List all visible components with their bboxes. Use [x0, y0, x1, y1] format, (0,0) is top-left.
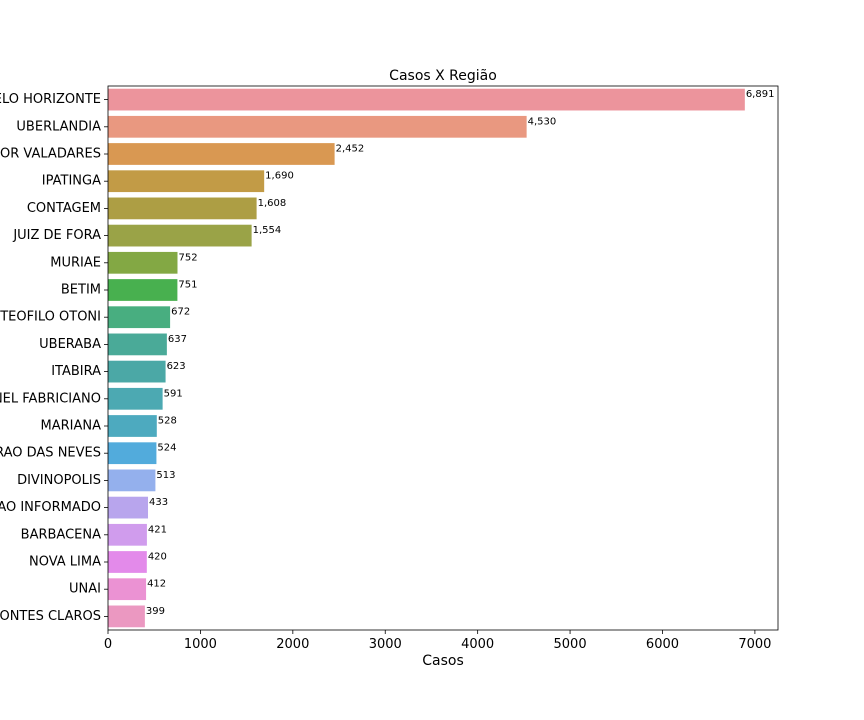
category-label: IPATINGA — [42, 174, 101, 189]
category-label: UBERABA — [39, 337, 101, 352]
x-axis-label: Casos — [422, 653, 464, 669]
data-label: 421 — [148, 524, 167, 535]
bar — [108, 88, 745, 111]
data-label: 591 — [164, 388, 183, 399]
bar — [108, 251, 178, 274]
x-tick-label: 3000 — [369, 637, 402, 652]
data-label: 637 — [168, 334, 187, 345]
x-tick-label: 6000 — [646, 637, 679, 652]
bar — [108, 496, 149, 519]
value-labels: 6,891 4,530 2,452 1,690 1,608 1,554 752 751 672 6… — [146, 89, 775, 617]
data-label: 420 — [148, 552, 167, 563]
x-tick-label: 1000 — [184, 637, 217, 652]
category-label: UNAI — [69, 582, 101, 597]
bar — [108, 224, 252, 247]
category-label: AO INFORMADO — [0, 500, 101, 515]
category-label: UBERLANDIA — [16, 119, 101, 134]
category-label: ELO HORIZONTE — [0, 92, 101, 107]
x-tick-label: 5000 — [554, 637, 587, 652]
bar — [108, 415, 157, 437]
bar — [108, 551, 147, 573]
plot-frame — [107, 85, 779, 631]
category-label: ONTES CLAROS — [0, 609, 101, 624]
category-label: TEOFILO OTONI — [0, 310, 101, 325]
data-label: 1,554 — [253, 225, 282, 236]
data-label: 752 — [178, 252, 197, 263]
x-axis-ticks: 0 1000 2000 3000 4000 5000 6000 7000 — [104, 630, 771, 652]
bar — [108, 469, 156, 492]
x-tick-label: 4000 — [461, 637, 494, 652]
data-label: 524 — [157, 443, 176, 454]
data-label: 672 — [171, 307, 190, 318]
bar — [108, 143, 335, 165]
category-label: JUIZ DE FORA — [12, 228, 101, 243]
data-label: 4,530 — [528, 116, 557, 127]
bar — [108, 115, 527, 138]
bar — [108, 333, 167, 356]
data-label: 513 — [156, 470, 175, 481]
data-label: 2,452 — [336, 144, 365, 155]
data-label: 1,608 — [258, 198, 287, 209]
bar — [108, 523, 147, 546]
data-label: 528 — [158, 416, 177, 427]
category-label: OR VALADARES — [0, 147, 101, 162]
bar — [108, 360, 166, 383]
bar — [108, 170, 265, 193]
category-label: RAO DAS NEVES — [0, 446, 101, 461]
bar — [108, 306, 171, 329]
category-label: DIVINOPOLIS — [17, 473, 101, 488]
category-label: MARIANA — [41, 419, 102, 434]
x-tick-label: 0 — [104, 637, 112, 652]
bar — [108, 442, 157, 465]
category-label: BETIM — [61, 283, 101, 298]
data-label: 412 — [147, 579, 166, 590]
bar — [108, 279, 178, 301]
bar — [108, 197, 257, 220]
category-label: NOVA LIMA — [29, 555, 101, 570]
data-label: 6,891 — [746, 89, 775, 100]
data-label: 399 — [146, 606, 165, 617]
bar — [108, 578, 147, 601]
category-label: BARBACENA — [21, 527, 101, 542]
data-label: 623 — [167, 361, 186, 372]
category-label: MURIAE — [50, 255, 101, 270]
category-label: CONTAGEM — [27, 201, 101, 216]
data-label: 751 — [178, 280, 197, 291]
x-tick-label: 7000 — [738, 637, 771, 652]
data-label: 1,690 — [265, 171, 294, 182]
chart-title: Casos X Região — [389, 68, 497, 84]
x-tick-label: 2000 — [276, 637, 309, 652]
bar — [108, 387, 163, 410]
bar — [108, 605, 145, 628]
category-label: ITABIRA — [51, 364, 101, 379]
category-labels: ELO HORIZONTE UBERLANDIA OR VALADARES IPATI… — [0, 92, 108, 624]
bars-group — [108, 88, 745, 628]
category-label: NEL FABRICIANO — [0, 391, 101, 406]
data-label: 433 — [149, 497, 168, 508]
